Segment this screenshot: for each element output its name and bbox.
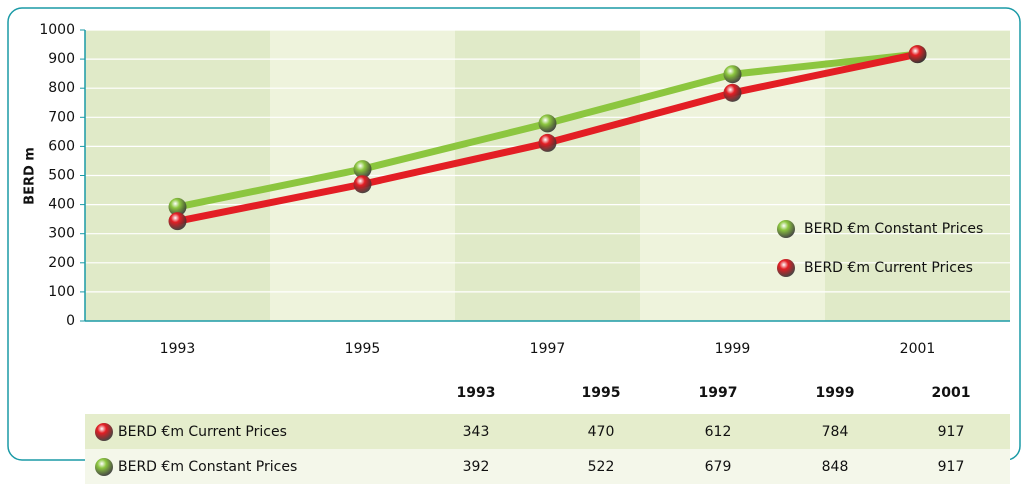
x-tick-label: 2001 [900,341,936,357]
point-marker [723,65,742,84]
point-marker [538,114,557,133]
table-header: 2001 [932,385,971,401]
table-cell: 917 [938,424,965,440]
y-tick-label: 200 [48,255,75,271]
table-marker [95,458,113,476]
table-header: 1995 [582,385,621,401]
point-marker [353,175,372,194]
point-marker [353,160,372,179]
table-row-label: BERD €m Current Prices [118,424,287,440]
table-header: 1997 [699,385,738,401]
x-tick-label: 1993 [160,341,196,357]
table-row-label: BERD €m Constant Prices [118,459,297,475]
legend-label: BERD €m Constant Prices [804,221,983,237]
table-cell: 392 [463,459,490,475]
table-cell: 679 [705,459,732,475]
y-tick-label: 1000 [39,22,75,38]
table-cell: 848 [822,459,849,475]
table-header: 1993 [457,385,496,401]
y-axis-label: BERD m [23,147,38,205]
y-tick-label: 400 [48,197,75,213]
point-marker [168,197,187,216]
table-cell: 612 [705,424,732,440]
x-tick-label: 1999 [715,341,751,357]
table-cell: 522 [588,459,615,475]
point-marker [908,45,927,64]
y-tick-label: 900 [48,51,75,67]
table-cell: 917 [938,459,965,475]
point-marker [538,133,557,152]
table-cell: 784 [822,424,849,440]
table-cell: 343 [463,424,490,440]
table-row [85,449,1010,484]
table-cell: 470 [588,424,615,440]
x-tick-label: 1995 [345,341,381,357]
point-marker [723,83,742,102]
y-tick-label: 600 [48,138,75,154]
table-header: 1999 [816,385,855,401]
y-tick-label: 700 [48,109,75,125]
legend-marker [777,220,795,238]
y-tick-label: 300 [48,226,75,242]
y-tick-label: 0 [66,313,75,329]
table-marker [95,423,113,441]
y-tick-label: 100 [48,284,75,300]
legend-marker [777,259,795,277]
point-marker [168,212,187,231]
table-row [85,414,1010,449]
y-tick-label: 500 [48,168,75,184]
x-tick-label: 1997 [530,341,566,357]
y-tick-label: 800 [48,80,75,96]
legend-label: BERD €m Current Prices [804,260,973,276]
